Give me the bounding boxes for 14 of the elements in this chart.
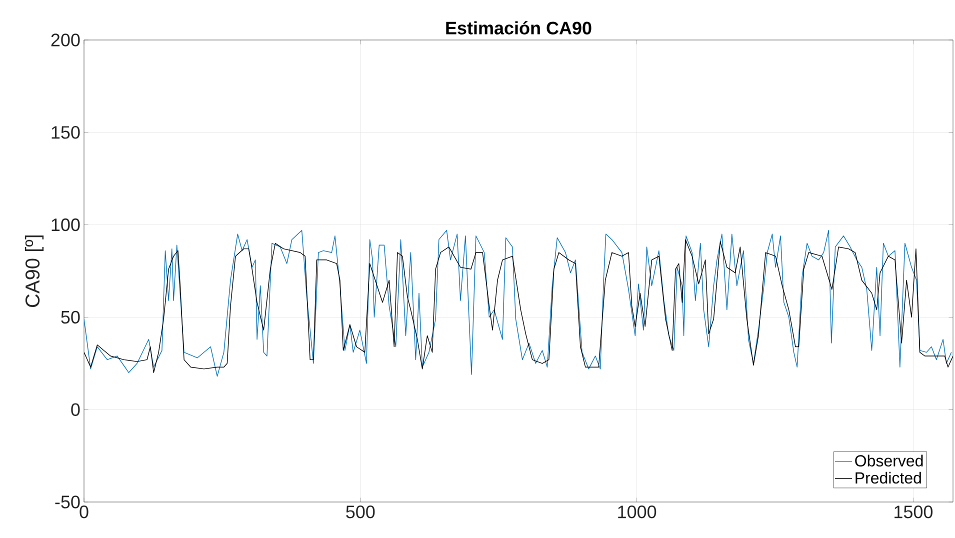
y-tick-label: 0	[71, 403, 80, 416]
x-tick-label: 1500	[894, 506, 933, 518]
x-tick-label: 0	[80, 506, 88, 518]
y-tick-label: 150	[52, 126, 80, 139]
y-axis-title: CA90 [º]	[24, 235, 44, 307]
x-tick-label: 500	[346, 506, 375, 518]
y-tick-label: -50	[55, 496, 80, 508]
x-tick-label: 1000	[618, 506, 656, 518]
legend-label: Predicted	[856, 472, 921, 484]
y-tick-label: 50	[61, 310, 80, 324]
y-tick-label: 200	[51, 34, 80, 46]
legend-label: Observed	[855, 454, 923, 467]
chart-title: Estimación CA90	[446, 21, 592, 34]
y-tick-label: 100	[52, 218, 80, 232]
